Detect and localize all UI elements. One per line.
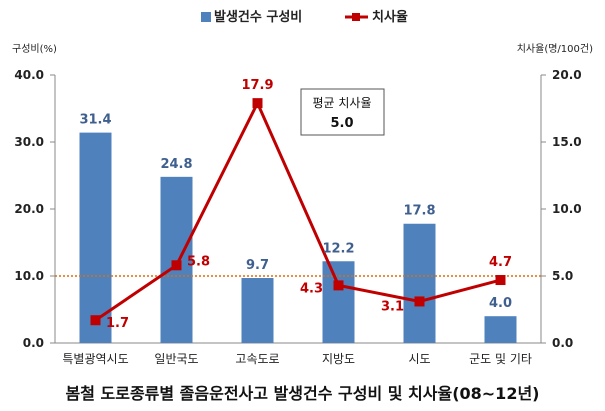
- category-label: 지방도: [322, 352, 355, 366]
- legend-bar-swatch: [201, 12, 211, 22]
- left-axis-ticks: 0.0 10.0 20.0 30.0 40.0: [14, 68, 55, 350]
- rate-point: [252, 98, 263, 109]
- bar-value-label: 9.7: [246, 258, 269, 273]
- bar: [241, 278, 274, 343]
- bar-value-label: 17.8: [403, 204, 435, 219]
- rate-value-label: 3.1: [381, 299, 404, 314]
- category-label: 군도 및 기타: [469, 352, 532, 366]
- right-tick-label: 5.0: [552, 269, 573, 283]
- left-tick-label: 40.0: [14, 68, 44, 82]
- bar-value-label: 31.4: [79, 113, 111, 128]
- category-label: 일반국도: [154, 352, 198, 366]
- rate-point: [495, 275, 506, 286]
- right-axis-ticks: 0.0 5.0 10.0 15.0 20.0: [541, 68, 582, 350]
- rate-point: [90, 315, 101, 326]
- rate-series: [90, 98, 506, 326]
- bar-series: [79, 132, 517, 343]
- bar-value-label: 24.8: [160, 157, 192, 172]
- bar: [403, 223, 436, 343]
- bar: [322, 261, 355, 343]
- rate-value-label: 5.8: [187, 254, 210, 269]
- left-tick-label: 20.0: [14, 202, 44, 216]
- rate-value-label: 4.3: [300, 281, 323, 296]
- legend-bar-label: 발생건수 구성비: [214, 9, 302, 25]
- rate-value-label: 4.7: [489, 255, 512, 270]
- rate-point: [333, 280, 344, 291]
- category-label: 시도: [408, 352, 430, 366]
- left-tick-label: 30.0: [14, 135, 44, 149]
- data-labels: 31.4 24.8 9.7 12.2 17.8 4.0 1.7 5.8 17.9 4.3 3.1 4.…: [79, 78, 512, 331]
- bar-value-label: 12.2: [322, 241, 354, 256]
- average-note-value: 5.0: [330, 116, 353, 131]
- bar: [160, 176, 193, 343]
- legend-line-marker: [352, 13, 360, 21]
- rate-point: [414, 296, 425, 307]
- right-tick-label: 0.0: [552, 336, 573, 350]
- rate-line: [94, 99, 501, 322]
- category-label: 고속도로: [235, 352, 279, 366]
- chart: 발생건수 구성비 치사율 구성비(%) 치사율(명/100건) 0.0 10.0 2…: [12, 9, 593, 366]
- bar-value-label: 4.0: [489, 296, 512, 311]
- figure-caption: 봄철 도로종류별 졸음운전사고 발생건수 구성비 및 치사율(08~12년): [65, 384, 540, 403]
- legend-line-label: 치사율: [372, 9, 408, 25]
- bar: [484, 316, 517, 343]
- legend: 발생건수 구성비 치사율: [201, 9, 408, 25]
- average-note-box: [300, 88, 385, 136]
- right-tick-label: 10.0: [552, 202, 582, 216]
- rate-value-label: 1.7: [106, 316, 129, 331]
- category-labels: 특별광역시도 일반국도 고속도로 지방도 시도 군도 및 기타: [62, 352, 532, 366]
- right-axis-title: 치사율(명/100건): [517, 43, 593, 55]
- left-tick-label: 0.0: [23, 336, 44, 350]
- average-rate-note: 평균 치사율 5.0: [300, 88, 385, 136]
- rate-point: [171, 260, 182, 271]
- right-tick-label: 20.0: [552, 68, 582, 82]
- average-note-title: 평균 치사율: [312, 96, 371, 110]
- left-tick-label: 10.0: [14, 269, 44, 283]
- bar: [79, 132, 112, 343]
- right-tick-label: 15.0: [552, 135, 582, 149]
- left-axis-title: 구성비(%): [12, 43, 57, 55]
- rate-value-label: 17.9: [241, 78, 273, 93]
- category-label: 특별광역시도: [62, 352, 128, 366]
